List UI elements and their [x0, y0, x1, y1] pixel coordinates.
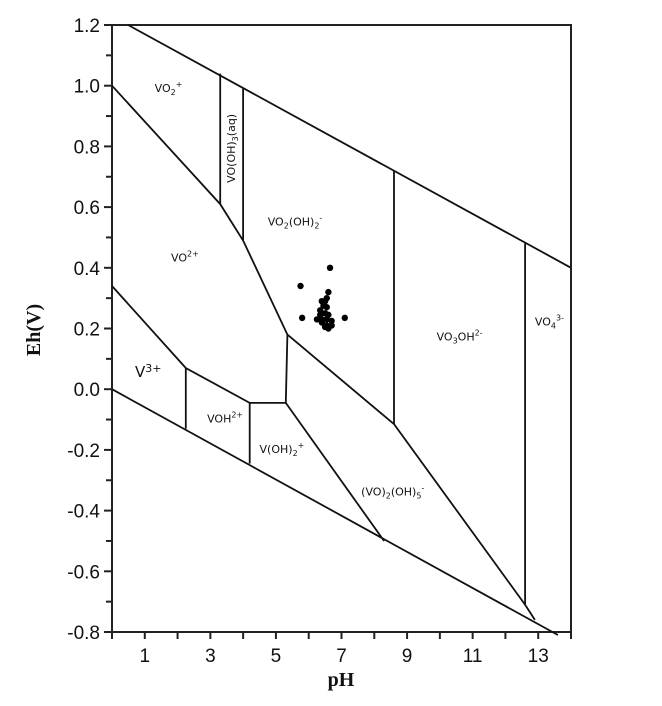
boundary-upper-water-stability — [127, 24, 572, 269]
data-point — [298, 314, 306, 322]
data-point — [325, 288, 332, 296]
species-labels: VO2+ VO(OH)3(aq) VO2(OH)2- VO2+ V3+ VOH2+ V(OH… — [135, 80, 564, 501]
species-label: V(OH)2+ — [260, 441, 305, 458]
x-tick-label: 1 — [139, 646, 150, 667]
data-point — [323, 304, 330, 311]
data-point — [323, 316, 330, 323]
y-tick-label: 0.4 — [74, 259, 101, 280]
data-point — [318, 316, 326, 323]
data-point — [316, 307, 324, 314]
data-point — [341, 314, 348, 322]
y-tick-label: -0.4 — [67, 502, 100, 523]
y-tick-label: -0.6 — [67, 562, 100, 583]
x-axis: 1 3 5 7 9 11 13 — [111, 632, 572, 667]
species-label: VO2+ — [155, 80, 183, 97]
y-tick-label: 0.0 — [74, 380, 100, 401]
data-point — [313, 316, 321, 323]
species-label: VO2+ — [171, 250, 199, 265]
species-label: (VO)2(OH)5- — [361, 483, 424, 500]
y-tick-label: 0.8 — [74, 137, 100, 158]
species-label: VOH2+ — [207, 411, 243, 426]
y-tick-label: -0.2 — [67, 441, 100, 462]
data-point — [328, 317, 335, 325]
sample-points — [297, 264, 348, 332]
x-tick-label: 5 — [271, 646, 282, 667]
y-tick-label: 1.2 — [74, 16, 100, 37]
data-point — [325, 325, 332, 332]
x-tick-label: 7 — [336, 646, 347, 667]
boundary-v3-upper — [111, 285, 385, 542]
x-tick-label: 11 — [463, 646, 483, 667]
y-tick-label: 0.6 — [74, 198, 100, 219]
plot-border — [111, 24, 572, 633]
species-label: V3+ — [135, 362, 161, 381]
x-axis-title: pH — [328, 669, 355, 691]
x-tick-label: 3 — [205, 646, 216, 667]
species-label: VO43- — [535, 313, 564, 330]
plot-frame — [111, 24, 572, 633]
species-label: VO3OH2- — [437, 329, 483, 346]
x-tick-label: 13 — [528, 646, 549, 667]
y-tick-label: 0.2 — [74, 320, 100, 341]
data-point — [297, 282, 304, 290]
species-label: VO2(OH)2- — [268, 213, 323, 230]
stability-boundaries — [111, 24, 572, 636]
data-point — [326, 264, 334, 271]
boundary-lower-water-stability — [111, 388, 559, 636]
species-label: VO(OH)3(aq) — [225, 114, 240, 183]
y-axis-title: Eh(V) — [23, 304, 45, 356]
y-tick-label: 1.0 — [74, 77, 100, 98]
boundary-voh2-vo2oh2 — [284, 334, 289, 403]
y-tick-label: -0.8 — [67, 623, 100, 644]
boundary-vo2-plus-lower — [111, 85, 536, 621]
y-axis: 1.2 1.0 0.8 0.6 0.4 0.2 0.0 -0.2 -0.4 -0.6 -0.8 — [67, 16, 112, 644]
data-point — [321, 297, 329, 305]
x-tick-label: 9 — [402, 646, 413, 667]
